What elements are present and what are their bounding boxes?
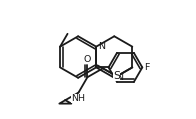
Text: S: S: [113, 71, 120, 81]
Text: F: F: [144, 63, 150, 72]
Text: N: N: [116, 73, 123, 82]
Text: N: N: [98, 42, 105, 51]
Text: NH: NH: [72, 94, 85, 103]
Text: O: O: [84, 55, 91, 64]
